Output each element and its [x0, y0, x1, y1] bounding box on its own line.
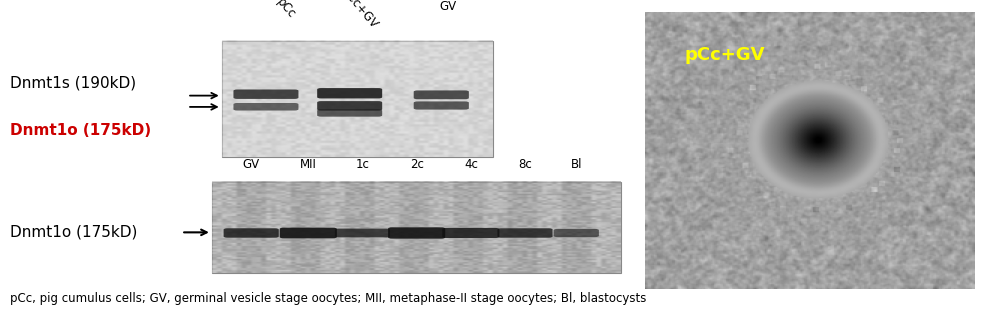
Text: Bl: Bl [570, 158, 582, 171]
FancyBboxPatch shape [335, 229, 390, 237]
Bar [222, 41, 492, 157]
Bar [212, 182, 621, 273]
FancyBboxPatch shape [317, 88, 382, 98]
Text: GV: GV [439, 0, 457, 13]
Text: 2c: 2c [410, 158, 424, 171]
FancyBboxPatch shape [388, 227, 445, 239]
Text: MII: MII [299, 158, 317, 171]
Text: 8c: 8c [518, 158, 532, 171]
FancyBboxPatch shape [317, 101, 382, 111]
Text: Dnmt1o (175kD): Dnmt1o (175kD) [10, 123, 151, 138]
Text: pCc, pig cumulus cells; GV, germinal vesicle stage oocytes; MII, metaphase-II st: pCc, pig cumulus cells; GV, germinal ves… [10, 292, 646, 305]
FancyBboxPatch shape [442, 228, 499, 238]
Text: 4c: 4c [464, 158, 478, 171]
FancyBboxPatch shape [224, 228, 279, 238]
Text: Dnmt1s (190kD): Dnmt1s (190kD) [10, 76, 136, 91]
FancyBboxPatch shape [497, 228, 553, 238]
FancyBboxPatch shape [317, 109, 382, 116]
FancyBboxPatch shape [233, 89, 298, 99]
FancyBboxPatch shape [414, 101, 469, 110]
Text: pCc: pCc [274, 0, 297, 21]
FancyBboxPatch shape [414, 90, 469, 99]
Text: GV: GV [242, 158, 260, 171]
FancyBboxPatch shape [554, 229, 599, 237]
Text: pCc+GV: pCc+GV [685, 46, 765, 64]
FancyBboxPatch shape [280, 228, 337, 238]
Text: 1c: 1c [356, 158, 369, 171]
FancyBboxPatch shape [233, 103, 298, 111]
Text: Dnmt1o (175kD): Dnmt1o (175kD) [10, 225, 137, 240]
Text: pCc+GV: pCc+GV [339, 0, 380, 31]
